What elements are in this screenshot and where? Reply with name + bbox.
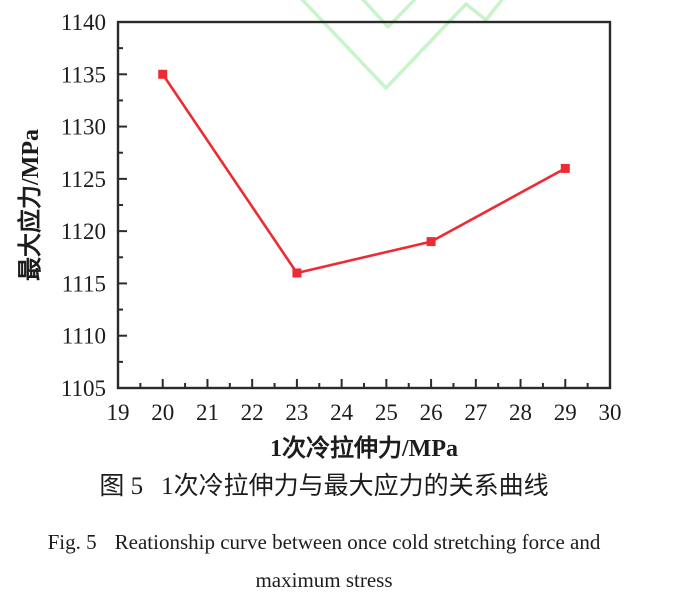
data-point-marker (426, 237, 436, 247)
series-line (161, 72, 567, 275)
y-tick-label: 1110 (62, 324, 106, 349)
y-axis-title: 最大应力/MPa (16, 129, 44, 281)
figure-caption-zh: 图 5 1次冷拉伸力与最大应力的关系曲线 (0, 470, 648, 504)
y-tick-label: 1105 (61, 376, 106, 401)
chart-canvas: 19 20 21 22 23 24 25 26 27 28 29 30 1105 1110 1115 1120… (16, 0, 622, 462)
data-point-marker (560, 163, 570, 173)
x-tick-label: 28 (509, 400, 532, 425)
y-tick-label: 1135 (61, 62, 106, 87)
x-tick-label: 19 (107, 400, 130, 425)
figure-caption-en-line2: maximum stress (255, 568, 393, 592)
x-axis-title: 1次冷拉伸力/MPa (270, 434, 458, 462)
data-point-marker (158, 69, 168, 79)
x-tick-label: 30 (599, 400, 622, 425)
x-tick-label: 20 (151, 400, 174, 425)
x-tick-label: 21 (196, 400, 219, 425)
data-point-marker (292, 268, 302, 278)
y-tick-label: 1125 (61, 167, 106, 192)
plot-frame (116, 20, 612, 390)
y-tick-label: 1140 (61, 10, 106, 35)
x-tick-label: 23 (285, 400, 308, 425)
x-tick-label: 26 (420, 400, 443, 425)
y-tick-label: 1115 (62, 271, 106, 296)
x-tick-label: 25 (375, 400, 398, 425)
y-tick-label: 1130 (61, 115, 106, 140)
x-tick-label: 22 (241, 400, 264, 425)
figure-title-zh: 1次冷拉伸力与最大应力的关系曲线 (161, 473, 549, 500)
figure-number-en: Fig. 5 (47, 530, 97, 554)
green-zigzag-watermark (300, 0, 504, 90)
x-tick-label: 24 (330, 400, 354, 425)
figure-number-zh: 图 5 (99, 473, 144, 500)
stress-vs-force-chart: 19 20 21 22 23 24 25 26 27 28 29 30 1105 1110 1115 1120… (16, 0, 622, 462)
x-tick-label: 29 (554, 400, 577, 425)
figure-caption-en-line1: Fig. 5 Reationship curve between once col… (0, 527, 648, 557)
figure-title-en: Reationship curve between once cold stre… (114, 530, 601, 554)
y-tick-label: 1120 (61, 219, 106, 244)
green-zigzag-watermark (360, 0, 417, 29)
x-tick-label: 27 (464, 400, 487, 425)
